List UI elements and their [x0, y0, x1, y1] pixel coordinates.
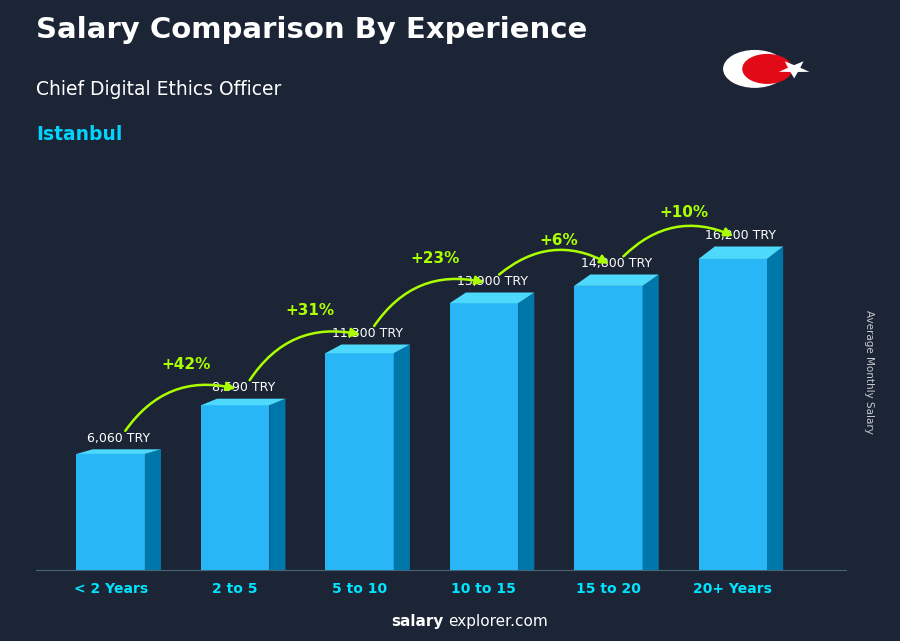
Text: +23%: +23%	[410, 251, 460, 265]
Polygon shape	[450, 292, 535, 303]
Polygon shape	[201, 399, 285, 405]
Text: Average Monthly Salary: Average Monthly Salary	[863, 310, 874, 434]
Polygon shape	[325, 353, 393, 570]
Text: +42%: +42%	[161, 357, 211, 372]
Text: 16,200 TRY: 16,200 TRY	[706, 229, 777, 242]
Polygon shape	[574, 274, 659, 286]
Polygon shape	[325, 344, 410, 353]
Text: Istanbul: Istanbul	[36, 125, 122, 144]
Polygon shape	[518, 292, 535, 570]
Polygon shape	[767, 247, 783, 570]
Text: explorer.com: explorer.com	[448, 615, 548, 629]
Text: 6,060 TRY: 6,060 TRY	[87, 431, 150, 445]
Polygon shape	[643, 274, 659, 570]
Polygon shape	[698, 247, 783, 259]
Polygon shape	[76, 454, 145, 570]
Polygon shape	[393, 344, 410, 570]
Text: 11,300 TRY: 11,300 TRY	[332, 327, 403, 340]
Text: +10%: +10%	[659, 204, 708, 220]
Circle shape	[724, 51, 786, 87]
Polygon shape	[698, 259, 767, 570]
Polygon shape	[76, 449, 161, 454]
Polygon shape	[450, 303, 518, 570]
Polygon shape	[574, 286, 643, 570]
Polygon shape	[145, 449, 161, 570]
Text: Chief Digital Ethics Officer: Chief Digital Ethics Officer	[36, 80, 282, 99]
Text: 14,800 TRY: 14,800 TRY	[580, 257, 652, 270]
Text: Salary Comparison By Experience: Salary Comparison By Experience	[36, 16, 587, 44]
Text: +6%: +6%	[540, 233, 579, 247]
Circle shape	[742, 54, 792, 83]
Polygon shape	[778, 62, 809, 78]
Text: 8,590 TRY: 8,590 TRY	[212, 381, 274, 394]
Polygon shape	[201, 405, 269, 570]
Text: salary: salary	[392, 615, 444, 629]
Text: 13,900 TRY: 13,900 TRY	[456, 275, 527, 288]
Polygon shape	[269, 399, 285, 570]
Text: +31%: +31%	[286, 303, 335, 317]
